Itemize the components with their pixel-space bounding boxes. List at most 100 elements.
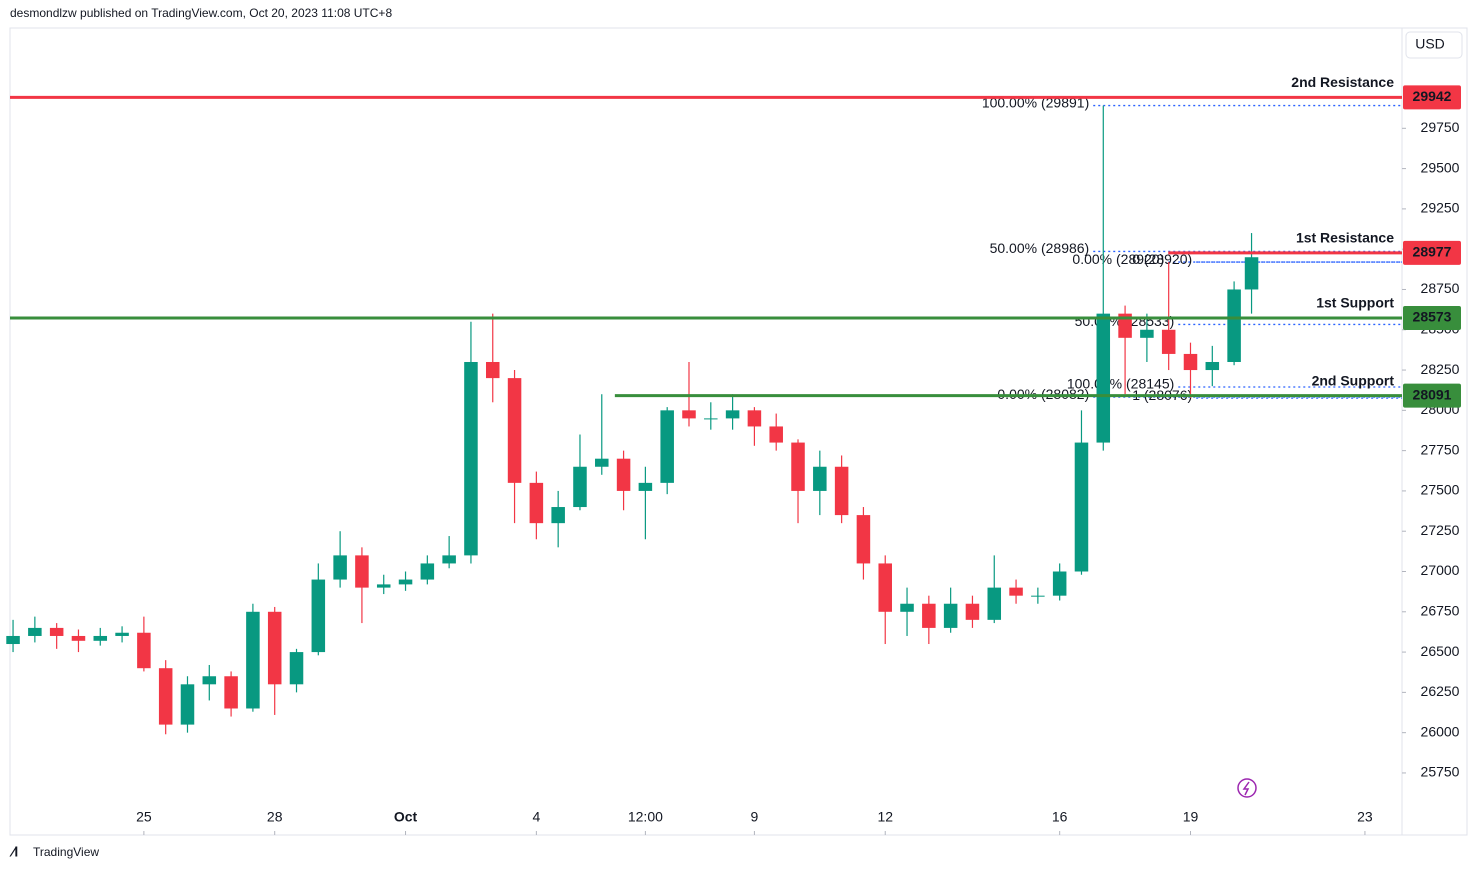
- candle-body: [246, 611, 260, 709]
- candle-body: [725, 410, 740, 419]
- candle-body: [529, 482, 544, 524]
- candle-body: [180, 684, 195, 725]
- candle-body: [137, 632, 151, 669]
- candle-body: [1031, 595, 1045, 597]
- event-icon[interactable]: [1237, 778, 1257, 798]
- candle-body: [595, 458, 609, 467]
- y-tick-label: 27250: [1421, 522, 1460, 538]
- candle-body: [704, 418, 718, 420]
- y-tick-label: 27500: [1421, 482, 1460, 498]
- candle-body: [71, 635, 86, 641]
- event-icon-bolt: [1242, 781, 1250, 796]
- candle-body: [834, 466, 849, 516]
- candle-body: [420, 563, 435, 580]
- level-price: 28977: [1413, 244, 1452, 260]
- x-tick-label: 28: [267, 809, 283, 825]
- x-tick-label: 9: [751, 809, 759, 825]
- fib-level-label: 100.00% (28145): [1067, 376, 1174, 392]
- level-price-box: [1403, 240, 1461, 265]
- candle-body: [856, 515, 871, 564]
- candle-body: [878, 563, 892, 612]
- level-price: 28091: [1413, 386, 1452, 402]
- level-price: 28573: [1413, 309, 1452, 325]
- y-tick-label: 29250: [1421, 200, 1460, 216]
- candle-body: [660, 410, 674, 483]
- x-tick-label: 25: [136, 809, 152, 825]
- candle-body: [485, 361, 500, 379]
- y-tick-label: 28750: [1421, 280, 1460, 296]
- candle-body: [464, 361, 478, 556]
- candle-body: [922, 603, 936, 628]
- candle-body: [158, 668, 173, 725]
- candle-body: [1227, 289, 1241, 362]
- level-price-box: [1403, 305, 1461, 330]
- candle-body: [900, 603, 914, 612]
- byline: desmondlzw published on TradingView.com,…: [10, 6, 392, 20]
- candle-body: [333, 555, 347, 580]
- fib-level-label: 0 (28920): [1132, 251, 1192, 267]
- y-tick-label: 25750: [1421, 764, 1460, 780]
- candle-body: [1074, 442, 1089, 572]
- level-name: 2nd Resistance: [1291, 74, 1394, 90]
- candle-body: [1140, 329, 1154, 338]
- y-tick-label: 27000: [1421, 562, 1460, 578]
- candle-body: [289, 652, 304, 685]
- level-name: 1st Resistance: [1296, 230, 1394, 246]
- candle-body: [49, 627, 64, 636]
- y-tick-label: 29750: [1421, 119, 1460, 135]
- y-tick-label: 26500: [1421, 643, 1460, 659]
- chart-frame: [9, 27, 1468, 836]
- candle-body: [6, 635, 20, 645]
- candle-body: [813, 466, 827, 491]
- fib-level-label: 0.00% (28920): [1072, 251, 1164, 267]
- candle-body: [93, 635, 108, 641]
- candle-body: [442, 555, 456, 564]
- y-tick-label: 26000: [1421, 723, 1460, 739]
- candle-body: [1161, 329, 1176, 354]
- candle-body: [311, 579, 326, 653]
- candle-body: [202, 676, 217, 685]
- candle-body: [1096, 313, 1111, 443]
- candle-body: [398, 579, 413, 585]
- candle-body: [747, 410, 762, 427]
- candle-body: [965, 603, 980, 620]
- candle-body: [573, 466, 587, 508]
- logo-mark: ⁄‌l: [9, 844, 18, 860]
- candle-body: [616, 458, 631, 491]
- candle-body: [507, 378, 522, 483]
- y-tick-label: 26250: [1421, 683, 1460, 699]
- candle-body: [267, 611, 282, 685]
- x-tick-label: 23: [1357, 809, 1373, 825]
- x-tick-label: Oct: [394, 809, 418, 825]
- x-tick-label: 4: [532, 809, 540, 825]
- level-name: 1st Support: [1316, 295, 1394, 311]
- x-tick-label: 12:00: [628, 809, 663, 825]
- level-price-box: [1403, 383, 1461, 408]
- candle-body: [638, 482, 653, 491]
- level-name: 2nd Support: [1312, 372, 1395, 388]
- candle-body: [376, 584, 391, 588]
- brand: TradingView: [33, 845, 99, 859]
- candle-body: [355, 555, 369, 588]
- level-price-box: [1403, 85, 1461, 110]
- candle-body: [769, 426, 783, 443]
- candle-body: [1244, 257, 1259, 290]
- candle-body: [943, 603, 958, 628]
- candle-body: [115, 632, 129, 636]
- candle-body: [551, 507, 565, 524]
- candle-body: [987, 587, 1002, 620]
- currency-button[interactable]: [1405, 31, 1463, 59]
- candle-body: [1205, 361, 1220, 371]
- fib-level-label: 0.00% (28082): [997, 386, 1089, 402]
- candle-body: [1183, 353, 1198, 371]
- x-tick-label: 16: [1052, 809, 1068, 825]
- candle-body: [682, 410, 696, 419]
- y-tick-label: 26750: [1421, 602, 1460, 618]
- candle-body: [1052, 571, 1067, 596]
- fib-level-label: 50.00% (28986): [990, 240, 1090, 256]
- y-tick-label: 28250: [1421, 361, 1460, 377]
- x-tick-label: 12: [877, 809, 893, 825]
- x-tick-label: 19: [1183, 809, 1199, 825]
- candle-body: [1009, 587, 1023, 596]
